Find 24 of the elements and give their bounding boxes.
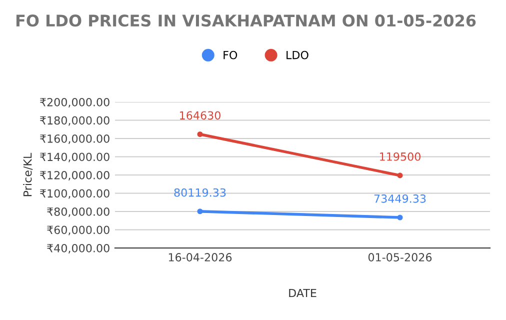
y-tick-label: ₹80,000.00 xyxy=(47,207,110,218)
data-label: 119500 xyxy=(380,152,420,161)
x-axis-title: DATE xyxy=(289,288,316,298)
y-tick-label: ₹160,000.00 xyxy=(40,134,110,144)
y-tick-label: ₹180,000.00 xyxy=(40,116,110,126)
legend-label: LDO xyxy=(286,50,308,60)
x-tick-label: 16-04-2026 xyxy=(168,253,232,262)
y-axis-title: Price/KL xyxy=(23,152,33,196)
point xyxy=(197,131,203,138)
data-label: 164630 xyxy=(180,111,220,120)
data-label: 80119.33 xyxy=(174,188,226,197)
x-tick-label: 01-05-2026 xyxy=(368,253,432,262)
point xyxy=(397,214,403,220)
y-tick-label: ₹100,000.00 xyxy=(40,189,110,199)
y-tick-label: ₹140,000.00 xyxy=(40,152,110,162)
data-label: 73449.33 xyxy=(374,194,426,203)
legend-label: FO xyxy=(224,50,238,60)
y-tick-label: ₹120,000.00 xyxy=(40,170,110,181)
y-tick-label: ₹60,000.00 xyxy=(47,226,110,236)
y-tick-label: ₹200,000.00 xyxy=(40,98,110,108)
point xyxy=(397,172,403,178)
chart-title: FO LDO PRICES IN VISAKHAPATNAM ON 01-05-2026 xyxy=(16,14,476,27)
point xyxy=(197,208,203,214)
y-tick-label: ₹40,000.00 xyxy=(47,244,110,254)
